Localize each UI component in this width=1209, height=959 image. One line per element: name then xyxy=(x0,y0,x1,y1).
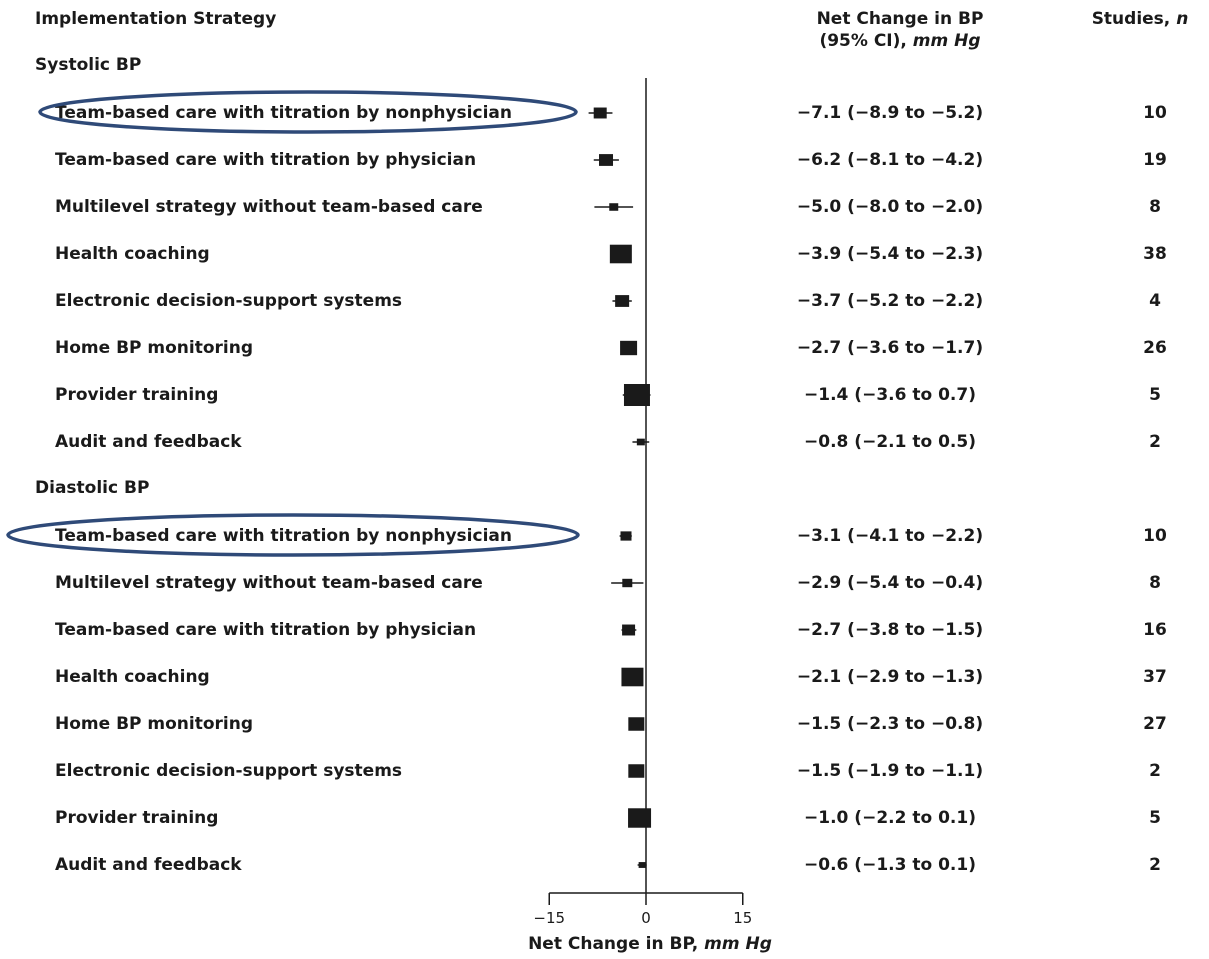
estimate-marker xyxy=(628,808,652,828)
row-ci-text: −3.9 (−5.4 to −2.3) xyxy=(796,244,984,264)
row-ci-text: −1.5 (−1.9 to −1.1) xyxy=(796,761,984,781)
row-ci-text: −1.0 (−2.2 to 0.1) xyxy=(804,808,976,828)
x-tick-label: 15 xyxy=(733,909,752,927)
estimate-marker xyxy=(622,578,633,588)
row-ci-text: −0.8 (−2.1 to 0.5) xyxy=(804,432,976,452)
row-ci-text: −5.0 (−8.0 to −2.0) xyxy=(796,197,984,217)
estimate-marker xyxy=(638,862,646,868)
x-tick-label: −15 xyxy=(533,909,565,927)
header-net-change: Net Change in BP (95% CI), mm Hg xyxy=(750,8,1050,52)
estimate-marker xyxy=(615,295,630,307)
row-label: Health coaching xyxy=(55,667,210,687)
highlight-ellipse xyxy=(38,90,578,134)
row-study-count: 27 xyxy=(1143,714,1167,734)
row-label: Provider training xyxy=(55,385,219,405)
row-label: Electronic decision-support systems xyxy=(55,291,403,311)
row-study-count: 8 xyxy=(1149,197,1161,217)
header-studies-n: n xyxy=(1176,9,1189,29)
row-label: Audit and feedback xyxy=(55,432,242,452)
row-ci-text: −1.5 (−2.3 to −0.8) xyxy=(796,714,984,734)
row-label: Electronic decision-support systems xyxy=(55,761,403,781)
group-heading: Systolic BP xyxy=(35,55,142,75)
group-heading: Diastolic BP xyxy=(35,478,150,498)
row-label: Team-based care with titration by physic… xyxy=(55,620,477,640)
x-axis-label: Net Change in BP, mm Hg xyxy=(450,934,850,954)
row-ci-text: −1.4 (−3.6 to 0.7) xyxy=(804,385,976,405)
row-label: Health coaching xyxy=(55,244,210,264)
row-label: Multilevel strategy without team-based c… xyxy=(55,197,483,217)
row-study-count: 5 xyxy=(1149,808,1161,828)
row-study-count: 19 xyxy=(1143,150,1167,170)
x-tick-label: 0 xyxy=(641,909,651,927)
row-ci-text: −3.1 (−4.1 to −2.2) xyxy=(796,526,984,546)
row-study-count: 4 xyxy=(1149,291,1161,311)
header-studies: Studies, n xyxy=(1070,8,1209,30)
row-ci-text: −2.1 (−2.9 to −1.3) xyxy=(796,667,984,687)
header-net-change-line1: Net Change in BP xyxy=(816,9,984,29)
row-label: Audit and feedback xyxy=(55,855,242,875)
row-study-count: 26 xyxy=(1143,338,1167,358)
estimate-marker xyxy=(609,244,632,264)
estimate-marker xyxy=(620,340,638,356)
row-label: Provider training xyxy=(55,808,219,828)
header-units: mm Hg xyxy=(912,31,981,51)
estimate-marker xyxy=(623,384,650,406)
row-ci-text: −0.6 (−1.3 to 0.1) xyxy=(804,855,976,875)
row-ci-text: −2.7 (−3.8 to −1.5) xyxy=(796,620,984,640)
row-label: Team-based care with titration by physic… xyxy=(55,150,477,170)
row-ci-text: −6.2 (−8.1 to −4.2) xyxy=(796,150,984,170)
header-net-change-line2: (95% CI), mm Hg xyxy=(750,30,1050,52)
estimate-marker xyxy=(599,154,614,166)
row-ci-text: −2.7 (−3.6 to −1.7) xyxy=(796,338,984,358)
row-label: Team-based care with titration by nonphy… xyxy=(55,526,512,546)
estimate-marker xyxy=(622,624,636,636)
estimate-marker xyxy=(593,107,607,119)
row-study-count: 37 xyxy=(1143,667,1167,687)
header-strategy: Implementation Strategy xyxy=(35,9,277,29)
row-ci-text: −2.9 (−5.4 to −0.4) xyxy=(796,573,984,593)
row-ci-text: −3.7 (−5.2 to −2.2) xyxy=(796,291,984,311)
row-study-count: 10 xyxy=(1143,526,1167,546)
x-axis-label-units: mm Hg xyxy=(704,934,772,954)
row-study-count: 38 xyxy=(1143,244,1167,264)
row-study-count: 10 xyxy=(1143,103,1167,123)
header-ci-text: (95% CI), xyxy=(819,31,913,51)
row-label: Home BP monitoring xyxy=(55,338,254,358)
row-study-count: 2 xyxy=(1149,761,1161,781)
estimate-marker xyxy=(620,531,632,541)
estimate-marker xyxy=(636,438,645,446)
row-study-count: 2 xyxy=(1149,855,1161,875)
row-study-count: 2 xyxy=(1149,432,1161,452)
row-label: Home BP monitoring xyxy=(55,714,254,734)
estimate-marker xyxy=(609,203,619,211)
row-label: Multilevel strategy without team-based c… xyxy=(55,573,483,593)
highlight-ellipse xyxy=(6,513,580,557)
row-study-count: 8 xyxy=(1149,573,1161,593)
estimate-marker xyxy=(621,667,644,687)
row-study-count: 16 xyxy=(1143,620,1167,640)
row-label: Team-based care with titration by nonphy… xyxy=(55,103,512,123)
estimate-marker xyxy=(628,717,645,731)
row-study-count: 5 xyxy=(1149,385,1161,405)
header-studies-text: Studies, xyxy=(1091,9,1177,29)
estimate-marker xyxy=(628,764,645,778)
row-ci-text: −7.1 (−8.9 to −5.2) xyxy=(796,103,984,123)
x-axis-label-text: Net Change in BP, xyxy=(528,934,705,954)
